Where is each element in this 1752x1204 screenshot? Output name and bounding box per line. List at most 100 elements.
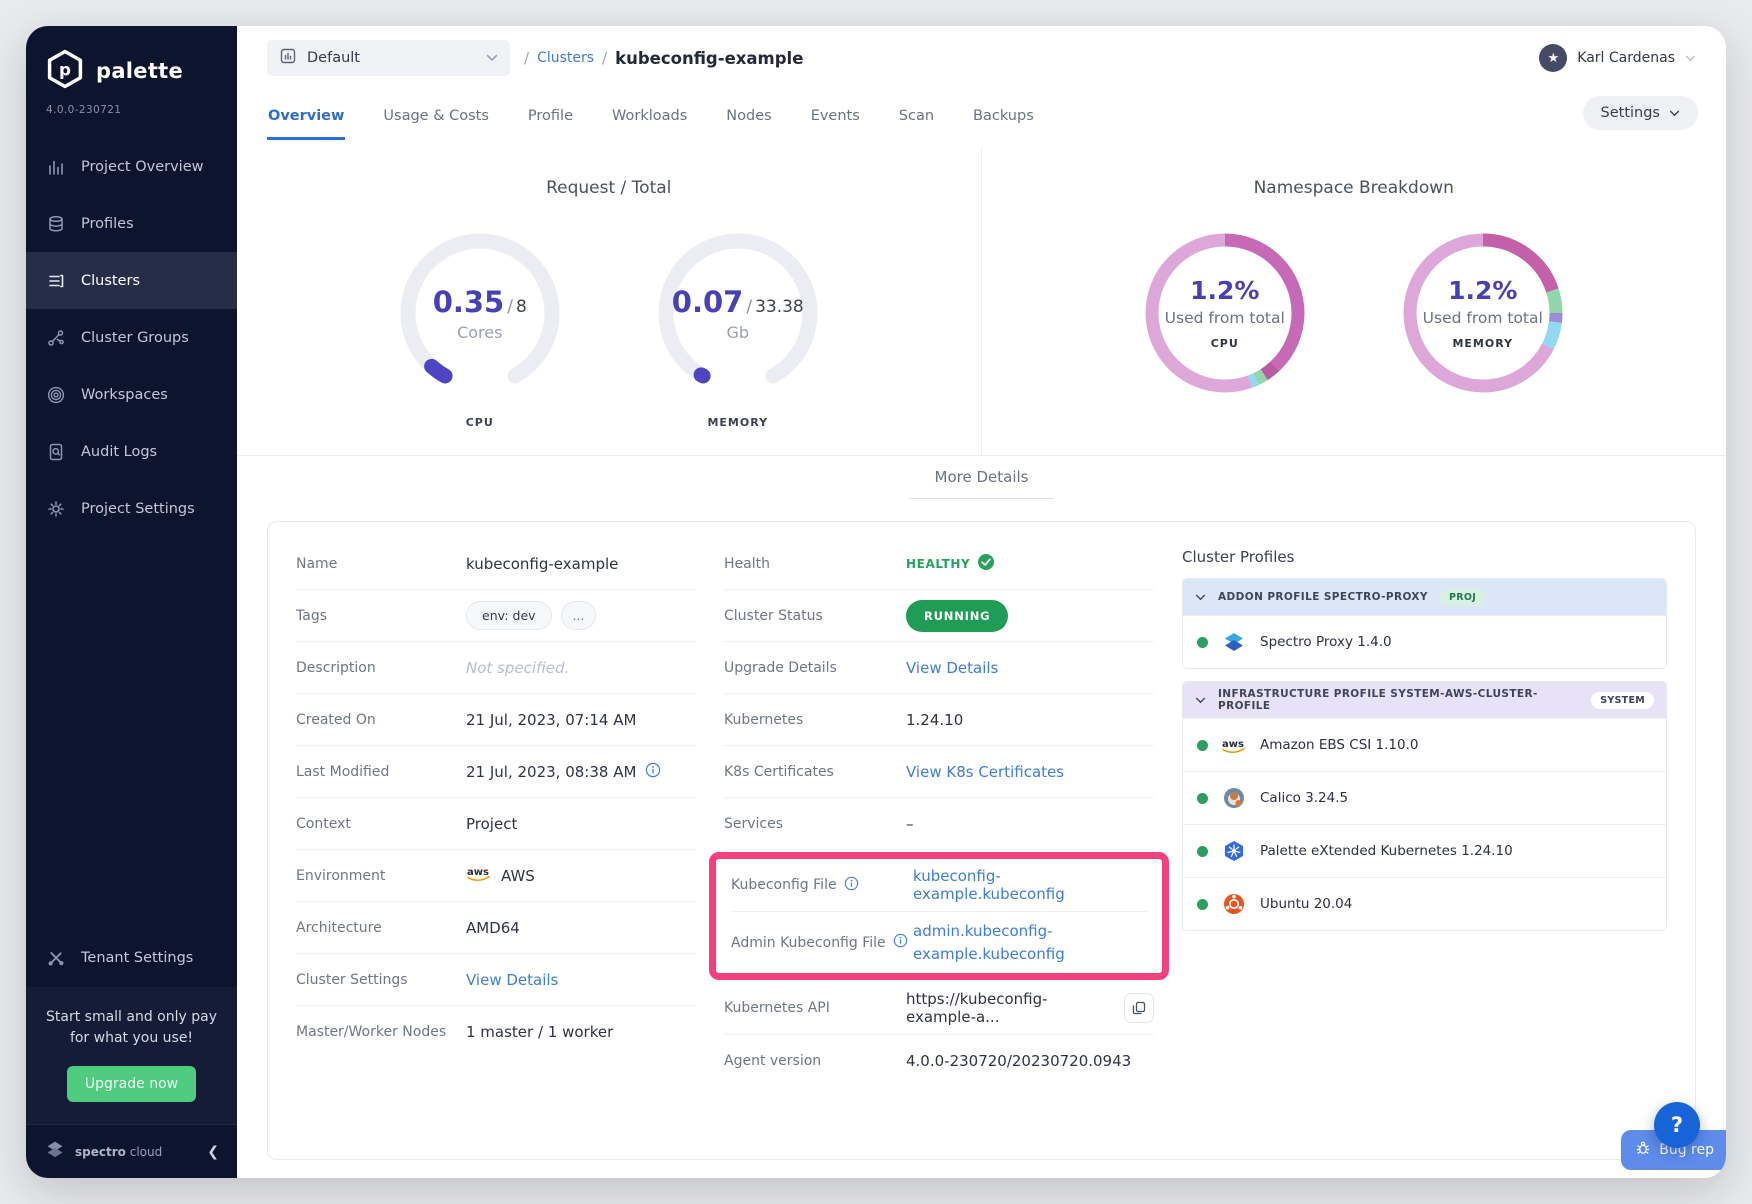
details-left-column: Name kubeconfig-example Tags env: dev ..… xyxy=(296,538,696,1139)
settings-button[interactable]: Settings xyxy=(1583,96,1698,130)
cpu-gauge-block: 0.35/8 Cores CPU xyxy=(375,220,585,429)
status-dot-green xyxy=(1197,637,1208,648)
admin-kubeconfig-file-link[interactable]: admin.kubeconfig-example.kubeconfig xyxy=(913,920,1131,965)
footer-brand-bold: spectro xyxy=(75,1145,126,1159)
info-icon[interactable] xyxy=(893,933,908,952)
sidebar-item-profiles[interactable]: Profiles xyxy=(26,195,237,252)
info-icon[interactable] xyxy=(645,762,661,782)
chevron-down-icon xyxy=(486,54,498,62)
aws-icon: aws xyxy=(1221,732,1247,758)
memory-unit: Gb xyxy=(726,323,749,342)
tab-scan[interactable]: Scan xyxy=(898,96,935,140)
user-menu[interactable]: ★ Karl Cardenas xyxy=(1539,44,1696,72)
tab-overview[interactable]: Overview xyxy=(267,96,345,140)
namespace-cpu-label: CPU xyxy=(1211,337,1239,350)
sidebar-item-cluster-groups[interactable]: Cluster Groups xyxy=(26,309,237,366)
footer-brand-light: cloud xyxy=(130,1145,163,1159)
user-name: Karl Cardenas xyxy=(1577,50,1675,66)
usage-charts-section: Request / Total 0.35/8 Cores CPU xyxy=(237,148,1726,455)
user-avatar[interactable]: ★ xyxy=(1539,44,1567,72)
profile-group-infrastructure: INFRASTRUCTURE PROFILE SYSTEM-AWS-CLUSTE… xyxy=(1182,681,1667,931)
help-button[interactable]: ? xyxy=(1654,1102,1700,1148)
view-k8s-certificates-link[interactable]: View K8s Certificates xyxy=(906,763,1064,781)
request-total-panel: Request / Total 0.35/8 Cores CPU xyxy=(237,148,982,455)
more-details-button[interactable]: More Details xyxy=(909,456,1055,499)
kubeconfig-highlight-annotation: Kubeconfig File kubeconfig-example.kubec… xyxy=(709,852,1169,980)
tag-env-dev[interactable]: env: dev xyxy=(466,601,552,630)
profile-layer-calico[interactable]: Calico 3.24.5 xyxy=(1183,771,1666,824)
sidebar-item-project-settings[interactable]: Project Settings xyxy=(26,480,237,537)
kubernetes-version-value: 1.24.10 xyxy=(906,711,963,729)
context-value: Project xyxy=(466,815,517,833)
cluster-profiles-column: Cluster Profiles ADDON PROFILE SPECTRO-P… xyxy=(1182,538,1667,1139)
cpu-unit: Cores xyxy=(457,323,502,342)
request-total-title: Request / Total xyxy=(237,178,981,198)
profile-layer-ubuntu[interactable]: Ubuntu 20.04 xyxy=(1183,877,1666,930)
detail-row-environment: Environment aws AWS xyxy=(296,850,696,902)
detail-row-cluster-settings: Cluster Settings View Details xyxy=(296,954,696,1006)
tab-usage-costs[interactable]: Usage & Costs xyxy=(382,96,490,140)
spectro-cloud-logo-icon xyxy=(44,1140,66,1164)
health-status-text: HEALTHY xyxy=(906,557,970,571)
document-search-icon xyxy=(46,442,66,462)
chevron-down-icon xyxy=(1669,110,1680,117)
profile-layer-spectro-proxy[interactable]: Spectro Proxy 1.4.0 xyxy=(1183,615,1666,668)
sidebar-item-audit-logs[interactable]: Audit Logs xyxy=(26,423,237,480)
profile-layer-palette-extended-kubernetes[interactable]: Palette eXtended Kubernetes 1.24.10 xyxy=(1183,824,1666,877)
profile-group-header-infrastructure[interactable]: INFRASTRUCTURE PROFILE SYSTEM-AWS-CLUSTE… xyxy=(1183,682,1666,718)
project-scope-selector[interactable]: Default xyxy=(267,40,510,76)
detail-row-kubernetes-api: Kubernetes API https://kubeconfig-exampl… xyxy=(724,982,1154,1035)
memory-total-value: 33.38 xyxy=(755,297,804,317)
aws-icon: aws xyxy=(466,865,492,886)
sidebar-item-label: Profiles xyxy=(81,216,134,232)
tab-nodes[interactable]: Nodes xyxy=(725,96,772,140)
cluster-profiles-title: Cluster Profiles xyxy=(1182,548,1667,566)
memory-gauge-block: 0.07/33.38 Gb MEMORY xyxy=(633,220,843,429)
sidebar-item-project-overview[interactable]: Project Overview xyxy=(26,138,237,195)
sidebar-item-workspaces[interactable]: Workspaces xyxy=(26,366,237,423)
detail-row-upgrade-details: Upgrade Details View Details xyxy=(724,642,1154,694)
profile-layer-amazon-ebs-csi[interactable]: aws Amazon EBS CSI 1.10.0 xyxy=(1183,718,1666,771)
namespace-cpu-donut-chart: 1.2% Used from total CPU xyxy=(1132,220,1318,406)
cluster-list-icon xyxy=(46,271,66,291)
namespace-cpu-donut-block: 1.2% Used from total CPU xyxy=(1120,220,1330,406)
profile-group-addon: ADDON PROFILE SPECTRO-PROXY PROJ Spectro… xyxy=(1182,578,1667,669)
breadcrumb: / Clusters / kubeconfig-example xyxy=(524,49,803,68)
sidebar-item-label: Tenant Settings xyxy=(81,950,193,966)
svg-text:aws: aws xyxy=(467,867,489,878)
spectro-proxy-icon xyxy=(1221,629,1247,655)
tags-overflow-pill[interactable]: ... xyxy=(561,601,597,630)
kubernetes-api-value: https://kubeconfig-example-a... xyxy=(906,990,1115,1026)
tab-backups[interactable]: Backups xyxy=(972,96,1035,140)
breadcrumb-clusters-link[interactable]: Clusters xyxy=(537,50,594,66)
details-middle-column: Health HEALTHY Cluster Status RUNNING Up… xyxy=(724,538,1154,1139)
promo-text-line1: Start small and only pay xyxy=(40,1007,223,1029)
services-value: – xyxy=(906,815,914,833)
upgrade-now-button[interactable]: Upgrade now xyxy=(67,1066,196,1102)
namespace-cpu-percent: 1.2% xyxy=(1190,276,1259,305)
tab-profile[interactable]: Profile xyxy=(527,96,574,140)
sidebar-item-clusters[interactable]: Clusters xyxy=(26,252,237,309)
chevron-down-icon xyxy=(1195,594,1206,601)
running-status-badge: RUNNING xyxy=(906,600,1008,632)
sidebar-item-tenant-settings[interactable]: Tenant Settings xyxy=(26,930,237,987)
detail-row-kubernetes: Kubernetes 1.24.10 xyxy=(724,694,1154,746)
detail-row-architecture: Architecture AMD64 xyxy=(296,902,696,954)
sidebar-collapse-chevron-icon[interactable]: ❮ xyxy=(207,1144,219,1160)
namespace-memory-donut-block: 1.2% Used from total MEMORY xyxy=(1378,220,1588,406)
bug-icon xyxy=(1635,1140,1651,1160)
tab-workloads[interactable]: Workloads xyxy=(611,96,688,140)
detail-row-last-modified: Last Modified 21 Jul, 2023, 08:38 AM xyxy=(296,746,696,798)
info-icon[interactable] xyxy=(844,876,859,895)
cluster-settings-view-details-link[interactable]: View Details xyxy=(466,971,558,989)
detail-row-tags: Tags env: dev ... xyxy=(296,590,696,642)
sidebar-item-label: Clusters xyxy=(81,273,140,289)
concentric-rings-icon xyxy=(46,385,66,405)
tab-events[interactable]: Events xyxy=(810,96,861,140)
copy-button[interactable] xyxy=(1124,993,1154,1023)
detail-row-k8s-certificates: K8s Certificates View K8s Certificates xyxy=(724,746,1154,798)
upgrade-view-details-link[interactable]: View Details xyxy=(906,659,998,677)
brand-logo: p palette xyxy=(26,26,237,98)
profile-group-header-addon[interactable]: ADDON PROFILE SPECTRO-PROXY PROJ xyxy=(1183,579,1666,615)
kubeconfig-file-link[interactable]: kubeconfig-example.kubeconfig xyxy=(913,867,1147,903)
